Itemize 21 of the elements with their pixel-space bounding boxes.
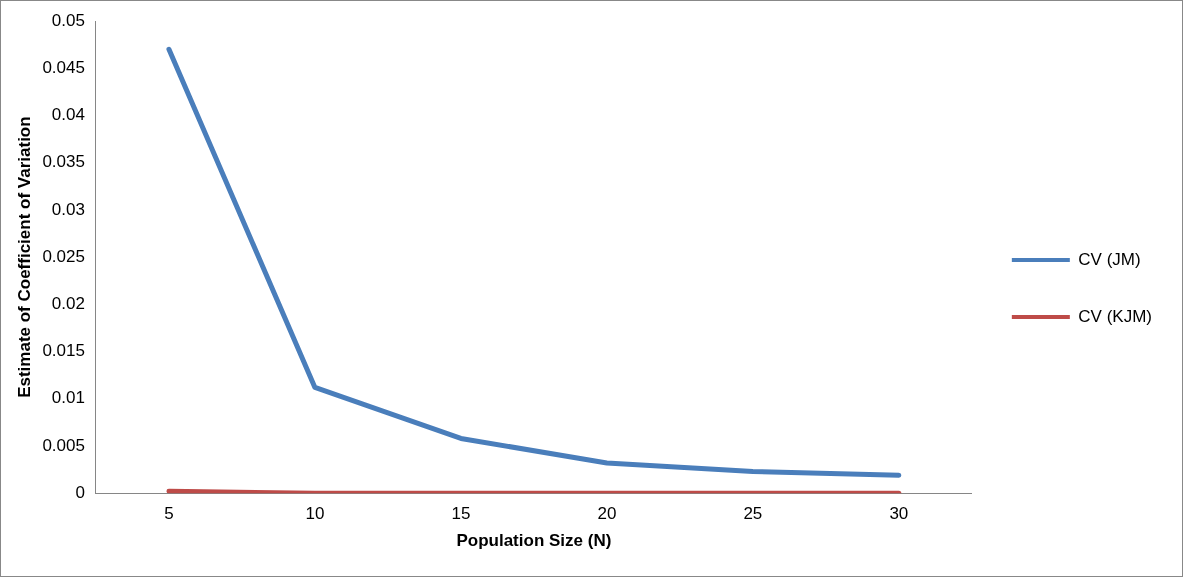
x-tick-label: 15 (451, 504, 471, 524)
y-tick-label: 0.01 (51, 388, 85, 408)
y-tick-label: 0.05 (51, 10, 85, 30)
y-axis-title: Estimate of Coefficient of Variation (14, 116, 34, 398)
x-tick-label: 30 (889, 504, 909, 524)
legend-label: CV (KJM) (1078, 306, 1153, 326)
y-tick-label: 0.04 (51, 105, 85, 125)
x-tick-label: 5 (164, 504, 174, 524)
y-tick-label: 0.005 (42, 435, 85, 455)
y-tick-label: 0 (75, 482, 85, 502)
legend-label: CV (JM) (1078, 249, 1141, 269)
x-tick-label: 10 (305, 504, 325, 524)
y-tick-label: 0.03 (51, 199, 85, 219)
y-tick-label: 0.02 (51, 294, 85, 314)
y-tick-label: 0.035 (42, 152, 85, 172)
x-tick-label: 20 (597, 504, 617, 524)
x-axis-title: Population Size (N) (456, 531, 612, 551)
x-tick-label: 25 (743, 504, 763, 524)
y-tick-label: 0.015 (42, 341, 85, 361)
y-tick-label: 0.045 (42, 57, 85, 77)
y-tick-label: 0.025 (42, 246, 85, 266)
